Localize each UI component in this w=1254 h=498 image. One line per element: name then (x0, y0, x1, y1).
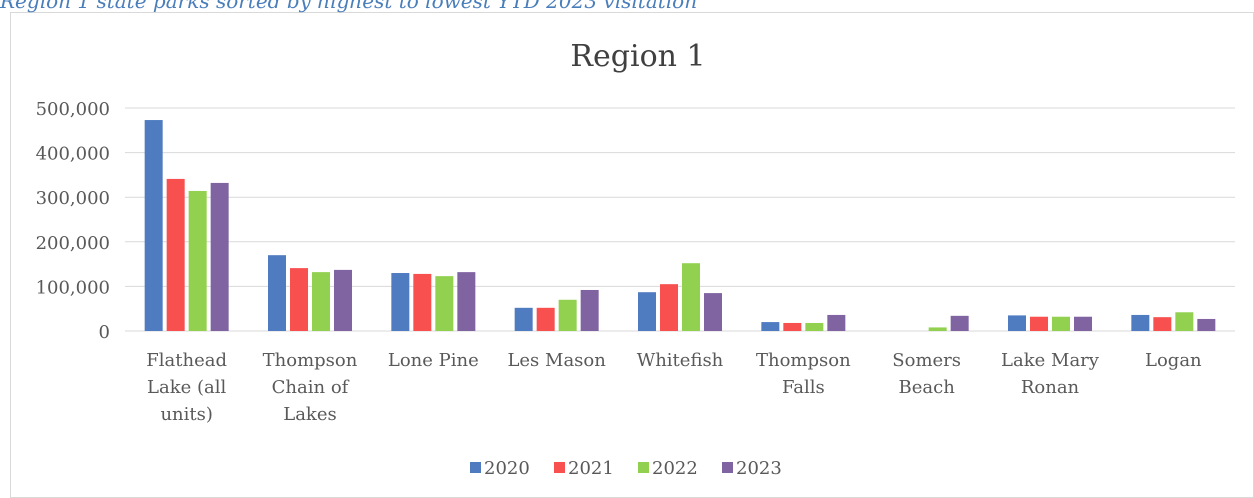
x-tick-label: Whitefish (637, 350, 724, 371)
bar (1131, 314, 1150, 331)
bar (1175, 312, 1194, 331)
bar (435, 276, 454, 331)
bar (827, 314, 846, 331)
bar (1008, 315, 1026, 331)
y-tick-label: 100,000 (36, 277, 110, 298)
bar (536, 307, 555, 331)
bar (290, 268, 308, 331)
legend-swatch (638, 462, 649, 473)
bar (1030, 316, 1048, 331)
bar (188, 190, 207, 331)
x-tick-label: Les Mason (507, 350, 606, 371)
bar (660, 284, 678, 331)
legend-label: 2022 (652, 458, 698, 479)
bar (1074, 316, 1092, 331)
bar (334, 269, 352, 331)
bar (514, 307, 533, 331)
x-tick-label: Logan (1145, 350, 1202, 371)
bar (1052, 316, 1070, 331)
x-tick-label: Lone Pine (388, 350, 479, 371)
x-tick-label: Flathead Lake (all units) (146, 350, 227, 425)
legend-swatch (554, 462, 565, 473)
bar (950, 315, 969, 331)
bar (166, 178, 185, 331)
bar (704, 293, 722, 331)
y-tick-label: 0 (99, 322, 110, 343)
bar (413, 273, 432, 331)
bar (144, 120, 163, 332)
x-tick-label: Thompson Falls (756, 350, 851, 398)
bar (682, 263, 700, 331)
bar (638, 292, 656, 331)
bar (805, 322, 824, 331)
legend-label: 2020 (484, 458, 530, 479)
bar (391, 273, 410, 331)
bar (783, 322, 802, 331)
bar (312, 272, 330, 331)
chart-title: Region 1 (570, 39, 705, 74)
bar (1153, 317, 1172, 331)
legend-swatch (722, 462, 733, 473)
y-tick-label: 300,000 (36, 188, 110, 209)
x-tick-label: Thompson Chain of Lakes (263, 350, 358, 425)
bar (761, 322, 780, 331)
y-tick-label: 400,000 (36, 144, 110, 165)
x-tick-label: Lake Mary Ronan (1001, 350, 1100, 398)
legend-label: 2021 (568, 458, 614, 479)
bar (580, 289, 599, 331)
bar (1197, 318, 1216, 331)
bar (457, 272, 476, 331)
legend-label: 2023 (736, 458, 782, 479)
y-tick-label: 200,000 (36, 233, 110, 254)
bar (210, 182, 229, 331)
x-tick-label: Somers Beach (892, 350, 961, 398)
legend-swatch (470, 462, 481, 473)
y-tick-label: 500,000 (36, 99, 110, 120)
bar (558, 299, 577, 331)
caption: Region 1 state parks sorted by highest t… (0, 0, 697, 13)
bar (268, 255, 286, 331)
bar (928, 327, 947, 331)
